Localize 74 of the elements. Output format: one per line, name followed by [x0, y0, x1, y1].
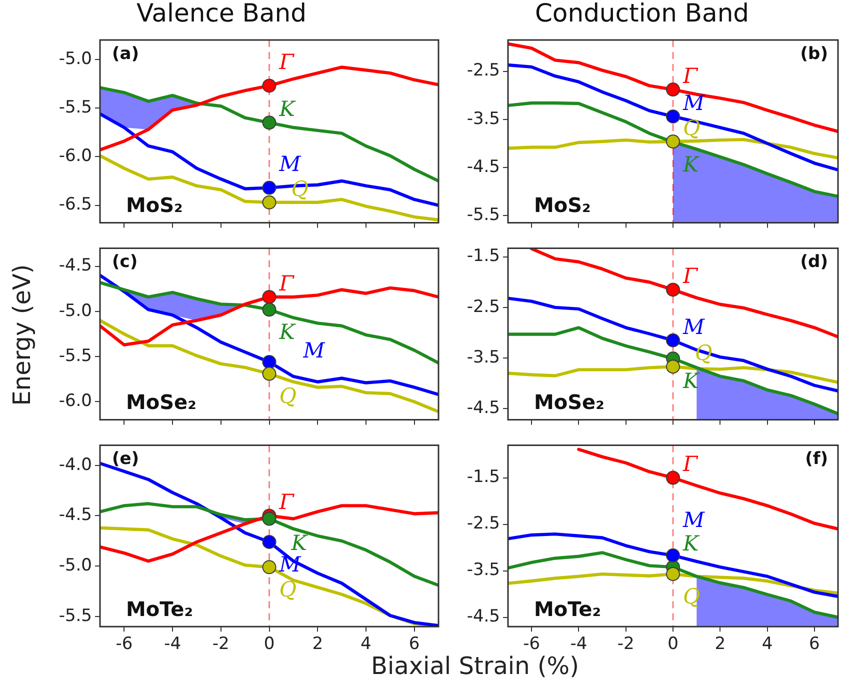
- y-tick-label: -5.5: [58, 346, 92, 366]
- annotation: (c): [112, 252, 138, 272]
- series-label: Γ: [682, 64, 699, 88]
- annotation: (b): [800, 44, 828, 64]
- y-tick-label: -5.0: [58, 48, 92, 69]
- x-tick-label: 0: [264, 634, 275, 654]
- y-tick-label: -5.0: [58, 300, 92, 321]
- y-tick-label: -2.5: [466, 60, 500, 81]
- y-tick-label: -6.5: [58, 194, 92, 215]
- series-label: K: [278, 97, 296, 122]
- y-tick-label: -5.0: [58, 556, 92, 576]
- y-tick-label: -2.5: [466, 514, 500, 534]
- annotation: MoS₂: [534, 193, 591, 218]
- x-tick-label: -4: [570, 634, 588, 654]
- annotation: MoSe₂: [534, 390, 604, 414]
- x-tick-label: 0: [668, 634, 678, 654]
- y-tick-label: -4.5: [466, 606, 500, 627]
- y-tick-label: -5.5: [58, 606, 92, 626]
- y-tick-label: -4.5: [58, 256, 92, 276]
- series-label: Γ: [278, 50, 296, 74]
- x-tick-label: 6: [809, 634, 820, 654]
- annotation: (e): [112, 449, 140, 470]
- series-label: Q: [683, 584, 700, 608]
- y-tick-label: -4.5: [58, 505, 92, 526]
- x-tick-label: -6: [116, 634, 133, 654]
- y-tick-label: -4.5: [466, 398, 500, 418]
- x-tick-label: -4: [164, 634, 182, 654]
- series-label: K: [682, 532, 700, 556]
- y-tick-label: -4.0: [58, 454, 92, 475]
- x-tick-label: 2: [714, 634, 726, 654]
- series-label: K: [682, 152, 700, 176]
- annotation: (d): [800, 252, 828, 272]
- y-tick-label: -3.5: [466, 108, 500, 129]
- x-tick-label: 2: [312, 634, 324, 654]
- y-tick-label: -2.5: [466, 296, 500, 317]
- x-axis-title: Biaxial Strain (%): [371, 652, 579, 680]
- y-tick-label: -1.5: [466, 467, 500, 488]
- series-label: K: [278, 320, 296, 344]
- annotation: (a): [112, 44, 140, 64]
- y-axis-title: Energy (eV): [8, 264, 36, 406]
- series-label: M: [682, 314, 705, 339]
- annotation: MoTe₂: [126, 596, 193, 621]
- series-label: M: [302, 338, 326, 362]
- x-tick-label: -2: [617, 634, 634, 654]
- series-label: Q: [279, 578, 296, 602]
- y-tick-label: -5.5: [466, 205, 500, 226]
- series-label: Γ: [682, 452, 699, 476]
- series-label: M: [682, 508, 705, 532]
- x-tick-label: -6: [523, 634, 540, 654]
- x-tick-label: 4: [360, 634, 372, 654]
- y-tick-label: -4.5: [466, 156, 500, 177]
- series-label: Q: [279, 384, 296, 408]
- y-tick-label: -6.0: [58, 146, 92, 166]
- x-tick-label: -2: [212, 634, 230, 654]
- series-label: Q: [683, 116, 700, 140]
- series-label: M: [682, 90, 705, 115]
- series-label: M: [278, 152, 302, 176]
- y-tick-label: -5.5: [58, 97, 92, 118]
- chart-title: Conduction Band: [534, 0, 750, 28]
- x-tick-label: 6: [408, 634, 420, 654]
- annotation: MoSe₂: [126, 390, 196, 414]
- series-label: K: [290, 531, 308, 556]
- series-label: Γ: [278, 490, 296, 514]
- series-label: Γ: [682, 264, 699, 288]
- y-tick-label: -1.5: [466, 246, 500, 266]
- y-tick-label: -3.5: [466, 560, 500, 580]
- y-tick-label: -3.5: [466, 347, 500, 368]
- chart-title: Valence Band: [136, 0, 306, 28]
- y-tick-label: -6.0: [58, 391, 92, 412]
- series-label: Γ: [278, 271, 296, 296]
- annotation: MoS₂: [126, 193, 183, 218]
- annotation: MoTe₂: [534, 596, 601, 621]
- x-tick-label: 4: [762, 634, 773, 654]
- annotation: (f): [805, 449, 828, 470]
